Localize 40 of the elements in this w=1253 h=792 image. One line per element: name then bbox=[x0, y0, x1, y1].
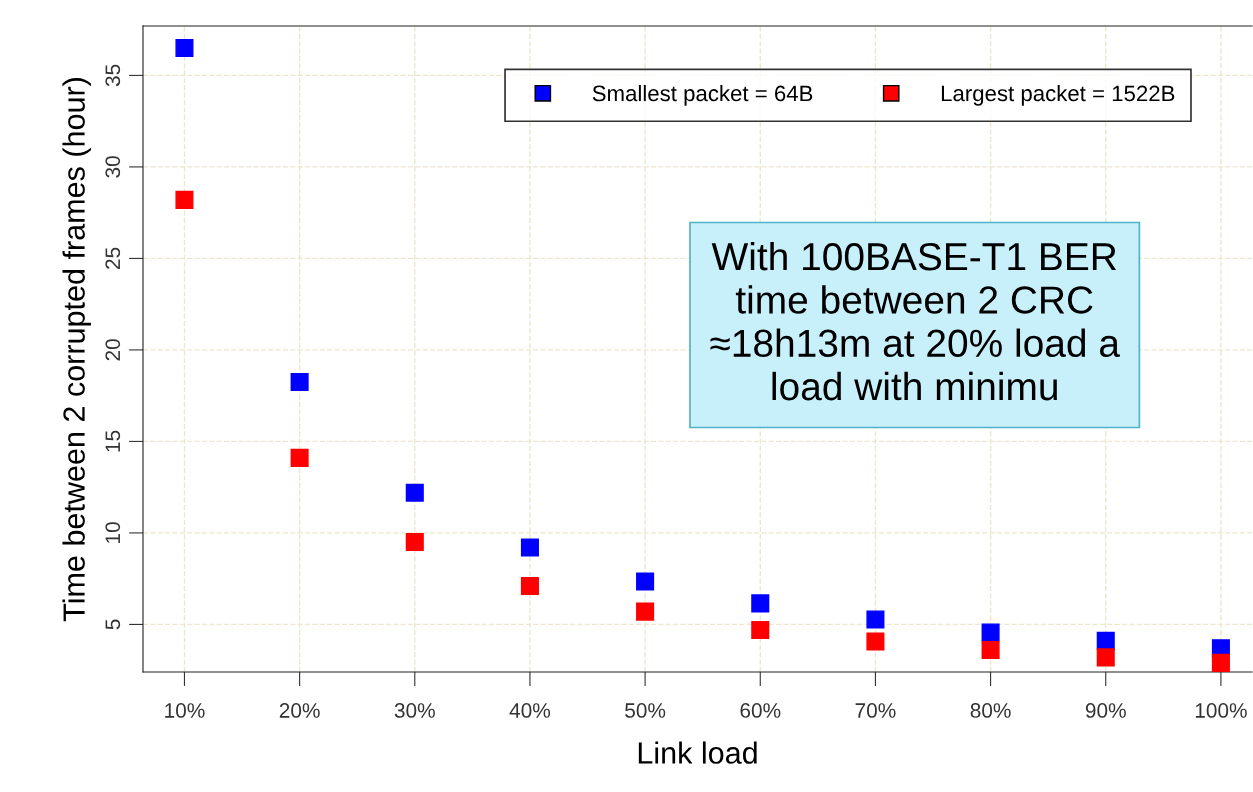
x-tick-label: 50% bbox=[625, 703, 666, 718]
y-tick-label: 20 bbox=[105, 339, 121, 361]
x-tick-label: 60% bbox=[740, 703, 781, 718]
y-tick-label: 25 bbox=[105, 247, 121, 269]
point bbox=[866, 610, 885, 629]
point bbox=[175, 38, 194, 57]
y-tick-label: 5 bbox=[105, 619, 121, 630]
x-tick-label: 90% bbox=[1085, 703, 1126, 718]
x-tick-label: 20% bbox=[279, 703, 320, 718]
y-tick-label: 10 bbox=[105, 522, 121, 543]
point bbox=[290, 448, 309, 467]
annotation: With 100BASE-T1 BER time between 2 CRC ≈18h13m at 20% load a load with minimu bbox=[710, 241, 1120, 401]
x-axis-title: Link load bbox=[638, 741, 757, 764]
point bbox=[981, 641, 1000, 660]
x-tick-label: 70% bbox=[855, 703, 896, 718]
x-tick-label: 100% bbox=[1195, 703, 1247, 718]
point bbox=[405, 533, 424, 552]
point bbox=[751, 620, 770, 639]
point bbox=[520, 538, 539, 557]
point bbox=[866, 632, 885, 651]
x-tick-label: 30% bbox=[394, 703, 435, 718]
x-tick-label: 40% bbox=[509, 703, 551, 718]
point bbox=[751, 594, 770, 613]
point bbox=[981, 623, 1000, 642]
point bbox=[290, 372, 309, 391]
y-axis-title: Time between 2 corrupted frames (hour) bbox=[62, 78, 91, 622]
point bbox=[636, 602, 655, 621]
point bbox=[405, 483, 424, 502]
legend-label: Smallest packet = 64B bbox=[592, 84, 813, 106]
y-tick-label: 30 bbox=[105, 156, 121, 178]
x-tick-label: 80% bbox=[970, 703, 1011, 718]
y-tick-label: 15 bbox=[105, 430, 121, 452]
point bbox=[1211, 653, 1230, 672]
point bbox=[175, 190, 194, 209]
legend-label: Largest packet = 1522B bbox=[941, 84, 1175, 106]
x-tick-label: 10% bbox=[165, 703, 205, 718]
y-tick-label: 35 bbox=[105, 64, 121, 87]
point bbox=[1096, 648, 1115, 667]
point bbox=[636, 572, 655, 591]
point bbox=[520, 576, 539, 596]
